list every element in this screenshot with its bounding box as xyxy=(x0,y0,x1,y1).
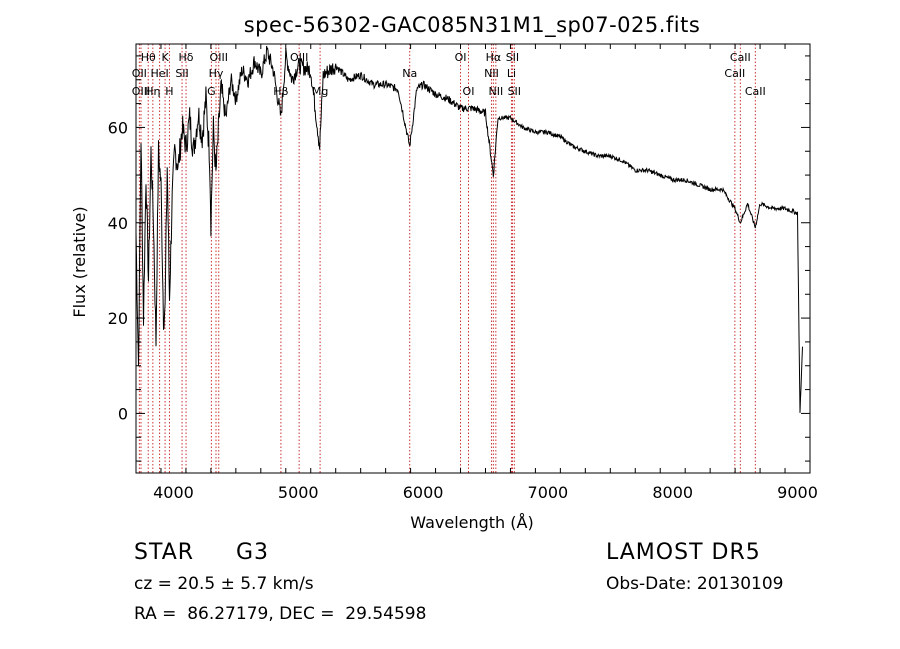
chart-title: spec-56302-GAC085N31M1_sp07-025.fits xyxy=(244,13,701,38)
x-tick-label: 9000 xyxy=(777,483,818,502)
line-label: Hη xyxy=(145,85,160,98)
line-label: Mg xyxy=(312,85,328,98)
line-label: OIII xyxy=(210,51,228,64)
object-subclass: G3 xyxy=(236,540,270,565)
spectrum-line xyxy=(135,45,803,413)
line-label: NII xyxy=(484,67,499,80)
line-label: OII xyxy=(132,67,147,80)
x-tick-label: 7000 xyxy=(528,483,569,502)
line-label: Hα xyxy=(486,51,502,64)
sky-coordinates: RA = 86.27179, DEC = 29.54598 xyxy=(134,604,427,624)
y-tick-label: 0 xyxy=(118,404,128,423)
line-label: K xyxy=(161,51,169,64)
y-tick-label: 60 xyxy=(108,118,128,137)
plot-frame xyxy=(135,43,811,474)
line-label: Li xyxy=(507,67,516,80)
line-label: HeI xyxy=(150,67,168,80)
line-label: Hβ xyxy=(273,85,288,98)
x-tick-label: 4000 xyxy=(153,483,194,502)
line-label: Hγ xyxy=(209,67,224,80)
emission-line-markers xyxy=(138,44,756,473)
spectrum-series xyxy=(135,45,803,413)
line-label: Na xyxy=(402,67,417,80)
line-label: SII xyxy=(506,51,519,64)
line-label: SII xyxy=(175,67,188,80)
line-label: CaII xyxy=(724,67,745,80)
line-label: G xyxy=(207,85,216,98)
line-label: OI xyxy=(455,51,467,64)
axes: 4000 5000 6000 7000 8000 9000 0 20 40 60 xyxy=(108,43,818,502)
line-label: SII xyxy=(508,85,521,98)
x-tick-label: 6000 xyxy=(403,483,444,502)
line-label: NII xyxy=(488,85,503,98)
line-label: CaII xyxy=(730,51,751,64)
observation-date: Obs-Date: 20130109 xyxy=(606,574,784,594)
line-label: CaII xyxy=(745,85,766,98)
line-label: OIII xyxy=(290,51,308,64)
y-tick-label: 40 xyxy=(108,214,128,233)
x-tick-label: 5000 xyxy=(278,483,319,502)
redshift-value: cz = 20.5 ± 5.7 km/s xyxy=(134,574,314,594)
line-label: OIII xyxy=(132,85,150,98)
line-label: Hθ xyxy=(141,51,156,64)
x-tick-label: 8000 xyxy=(652,483,693,502)
survey-name: LAMOST DR5 xyxy=(606,540,761,565)
y-axis-label: Flux (relative) xyxy=(70,206,89,317)
object-class: STAR xyxy=(134,540,195,565)
line-label: H xyxy=(165,85,173,98)
x-axis-label: Wavelength (Å) xyxy=(410,513,533,532)
line-label: Hδ xyxy=(179,51,194,64)
y-tick-label: 20 xyxy=(108,309,128,328)
line-label: OI xyxy=(463,85,475,98)
